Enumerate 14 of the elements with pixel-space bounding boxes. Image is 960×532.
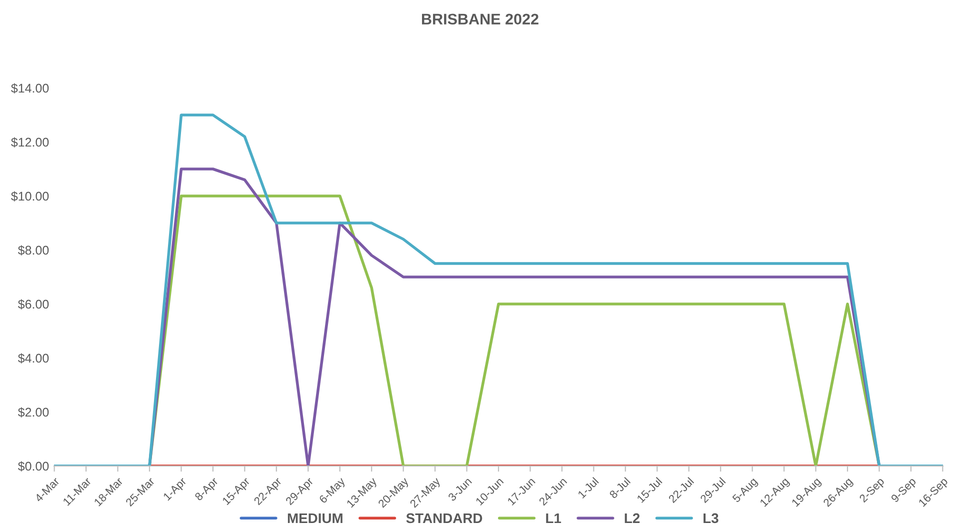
y-tick-label: $10.00 — [11, 191, 49, 202]
y-tick-label: $2.00 — [18, 407, 49, 418]
legend-label: MEDIUM — [288, 513, 342, 524]
legend-label: L2 — [624, 513, 640, 523]
y-tick-label: $0.00 — [18, 461, 49, 472]
legend-label: L1 — [546, 513, 562, 523]
y-tick-label: $14.00 — [11, 83, 49, 94]
y-tick-label: $8.00 — [18, 245, 49, 256]
y-tick-label: $4.00 — [18, 353, 49, 364]
chart-title: BRISBANE 2022 — [422, 14, 538, 25]
y-tick-label: $12.00 — [11, 137, 49, 148]
legend-label: STANDARD — [406, 513, 482, 524]
legend-label: L3 — [704, 513, 718, 524]
y-tick-label: $6.00 — [18, 299, 49, 310]
